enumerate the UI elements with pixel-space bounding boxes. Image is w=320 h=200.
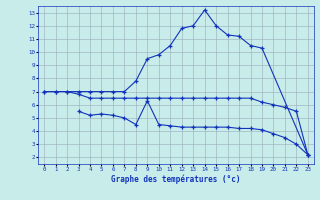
X-axis label: Graphe des températures (°c): Graphe des températures (°c) [111, 174, 241, 184]
